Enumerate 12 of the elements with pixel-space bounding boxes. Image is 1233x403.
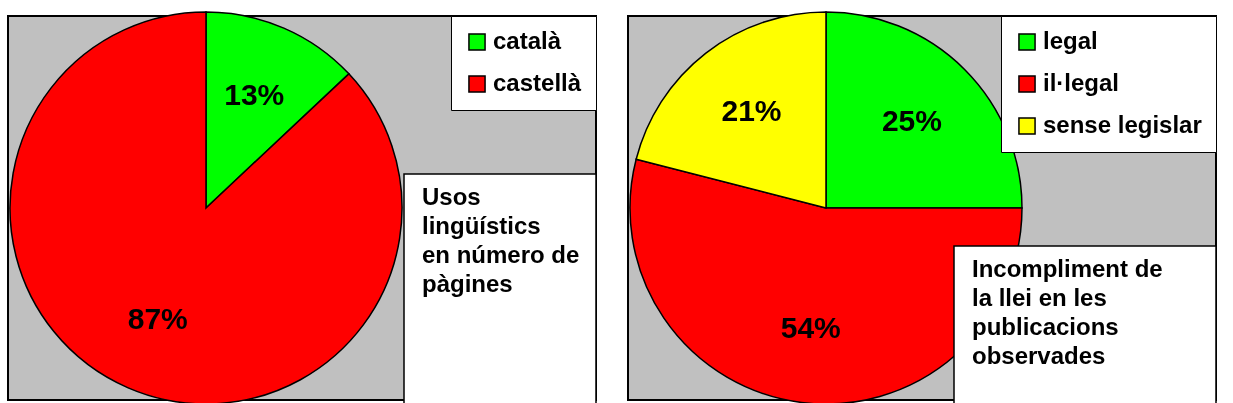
data-label: 21% [721,93,782,127]
data-label: 25% [881,104,942,138]
data-label: 54% [780,310,841,344]
data-label: 87% [127,301,188,335]
legend-label: legal [1043,27,1098,54]
text: Incompliment de la llei en les publicacions observades [972,255,1163,369]
legend-label: il·legal [1043,69,1120,96]
data-label: 13% [224,78,285,112]
text: Usos lingüístics en número de pàgines [422,183,580,297]
legend-label: català [493,27,562,54]
legend-label: sense legislar [1043,111,1202,138]
legend-label: castellà [493,69,582,96]
